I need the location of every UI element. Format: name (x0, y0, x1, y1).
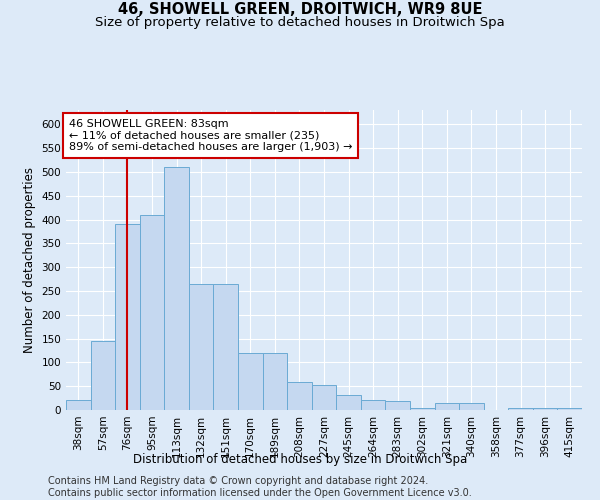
Bar (410, 408, 434, 410)
Y-axis label: Number of detached properties: Number of detached properties (23, 167, 36, 353)
Bar (312, 385, 336, 410)
Bar (91, 341, 115, 410)
Bar (287, 382, 312, 410)
Text: 46 SHOWELL GREEN: 83sqm
← 11% of detached houses are smaller (235)
89% of semi-d: 46 SHOWELL GREEN: 83sqm ← 11% of detache… (68, 119, 352, 152)
Text: 46, SHOWELL GREEN, DROITWICH, WR9 8UE: 46, SHOWELL GREEN, DROITWICH, WR9 8UE (118, 2, 482, 18)
Bar (361, 400, 385, 410)
Bar (336, 395, 361, 410)
Bar (164, 167, 189, 410)
Text: Contains HM Land Registry data © Crown copyright and database right 2024.
Contai: Contains HM Land Registry data © Crown c… (48, 476, 472, 498)
Bar (66, 400, 91, 410)
Bar (434, 404, 459, 410)
Bar (238, 353, 263, 410)
Text: Distribution of detached houses by size in Droitwich Spa: Distribution of detached houses by size … (133, 452, 467, 466)
Bar (385, 402, 410, 410)
Bar (508, 408, 533, 410)
Bar (189, 284, 214, 410)
Bar (533, 408, 557, 410)
Bar (115, 224, 140, 410)
Bar (263, 353, 287, 410)
Bar (140, 215, 164, 410)
Bar (557, 408, 582, 410)
Bar (214, 284, 238, 410)
Bar (459, 404, 484, 410)
Text: Size of property relative to detached houses in Droitwich Spa: Size of property relative to detached ho… (95, 16, 505, 29)
